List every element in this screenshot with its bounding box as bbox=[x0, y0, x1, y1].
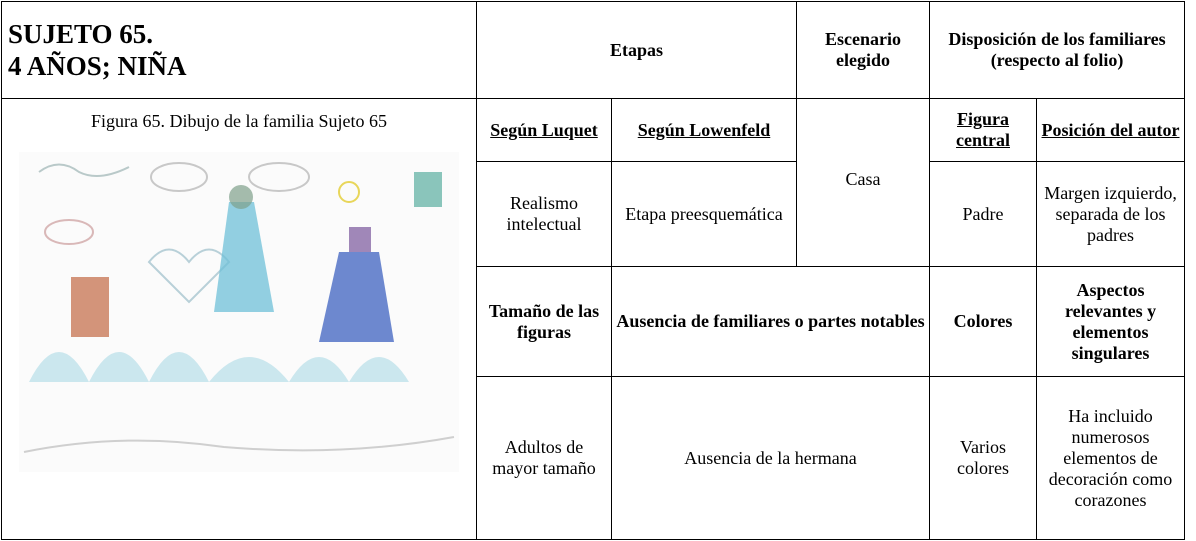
value-cell: Ausencia de la hermana bbox=[610, 376, 931, 540]
value-cell: Etapa preesquemática bbox=[610, 161, 798, 267]
figure-caption: Figura 65. Dibujo de la familia Sujeto 6… bbox=[91, 111, 387, 131]
subheader-cell: Figura central bbox=[929, 98, 1038, 162]
figure-cell: Figura 65. Dibujo de la familia Sujeto 6… bbox=[1, 98, 477, 540]
header-cell: Disposición de los familiares (respecto a… bbox=[929, 1, 1186, 99]
header-cell: Escenario elegido bbox=[796, 1, 931, 99]
subheader-cell: Según Lowenfeld bbox=[610, 98, 798, 162]
title-line: SUJETO 65. bbox=[8, 19, 154, 49]
subheader-cell: Ausencia de familiares o partes notables bbox=[610, 266, 931, 377]
value-cell: Margen izquierdo, separada de los padres bbox=[1036, 161, 1186, 267]
value-cell: Adultos de mayor tamaño bbox=[476, 376, 612, 540]
header-line: (respecto al folio) bbox=[990, 50, 1124, 70]
subheader-cell: Colores bbox=[929, 266, 1038, 377]
title-line: 4 AÑOS; NIÑA bbox=[8, 51, 187, 81]
subheader-cell: Posición del autor bbox=[1036, 98, 1186, 162]
value-cell: Realismo intelectual bbox=[476, 161, 612, 267]
value-cell: Varios colores bbox=[929, 376, 1038, 540]
value-cell: Padre bbox=[929, 161, 1038, 267]
subheader-cell: Tamaño de las figuras bbox=[476, 266, 612, 377]
header-cell: Etapas bbox=[475, 1, 798, 99]
drawing bbox=[19, 152, 459, 472]
title-cell: SUJETO 65. 4 AÑOS; NIÑA bbox=[1, 1, 477, 99]
figures bbox=[29, 172, 442, 382]
subheader-cell: Según Luquet bbox=[476, 98, 612, 162]
subheader-cell: Aspectos relevantes y elementos singular… bbox=[1036, 266, 1186, 377]
value-cell: Casa bbox=[796, 98, 931, 267]
header-line: Disposición de los familiares bbox=[948, 29, 1166, 49]
value-cell: Ha incluido numerosos elementos de decor… bbox=[1036, 376, 1186, 540]
